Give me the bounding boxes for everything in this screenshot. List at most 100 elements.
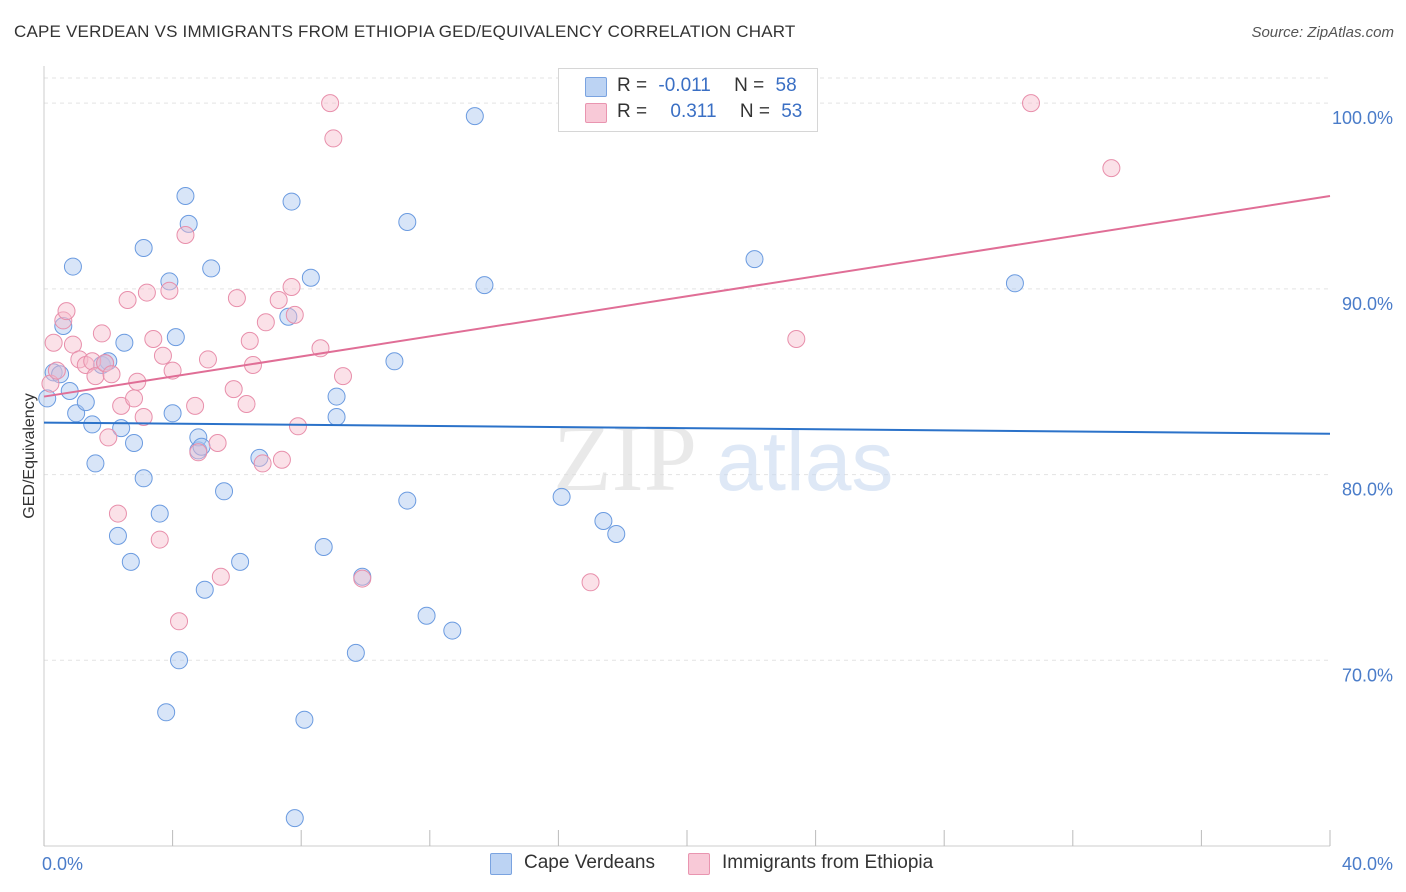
point-ethiopia	[288, 417, 307, 436]
point-cape-verdean	[150, 504, 169, 523]
point-cape-verdean	[327, 387, 346, 406]
data-points	[38, 94, 1121, 828]
point-cape-verdean	[475, 276, 494, 295]
point-cape-verdean	[398, 213, 417, 231]
point-ethiopia	[102, 365, 121, 384]
point-ethiopia	[333, 367, 352, 386]
point-cape-verdean	[108, 526, 127, 545]
point-cape-verdean	[134, 239, 153, 257]
point-ethiopia	[47, 361, 66, 380]
point-ethiopia	[170, 612, 189, 631]
point-cape-verdean	[163, 404, 182, 423]
point-cape-verdean	[83, 415, 102, 434]
point-cape-verdean	[115, 333, 134, 352]
point-ethiopia	[163, 361, 182, 380]
point-cape-verdean	[125, 434, 144, 452]
point-ethiopia	[787, 330, 806, 348]
point-cape-verdean	[195, 580, 214, 599]
point-cape-verdean	[189, 428, 208, 447]
bottom-legend-swatch-blue	[490, 853, 512, 875]
y-tick-label: 70.0%	[1342, 665, 1393, 685]
point-ethiopia	[63, 335, 82, 354]
point-ethiopia	[160, 281, 179, 300]
y-tick-label: 90.0%	[1342, 294, 1393, 314]
point-cape-verdean	[170, 651, 189, 670]
point-cape-verdean	[1005, 274, 1024, 293]
point-cape-verdean	[285, 809, 304, 828]
point-cape-verdean	[327, 408, 346, 426]
point-ethiopia	[324, 129, 343, 148]
point-ethiopia	[227, 289, 246, 308]
chart-title: CAPE VERDEAN VS IMMIGRANTS FROM ETHIOPIA…	[14, 22, 796, 41]
legend-n-value: 53	[781, 101, 803, 122]
gridlines	[44, 77, 1330, 661]
point-cape-verdean	[202, 259, 221, 278]
stats-legend: R = -0.011 N = 58 R = 0.311 N = 53	[558, 68, 818, 132]
point-cape-verdean	[295, 710, 314, 729]
point-cape-verdean	[231, 552, 250, 571]
point-cape-verdean	[86, 454, 105, 473]
point-cape-verdean	[157, 703, 176, 722]
point-ethiopia	[1102, 159, 1121, 178]
point-cape-verdean	[282, 192, 301, 211]
point-cape-verdean	[465, 107, 484, 126]
point-ethiopia	[125, 389, 144, 408]
point-cape-verdean	[215, 482, 234, 501]
legend-r-value: 0.311	[670, 101, 717, 122]
point-ethiopia	[176, 226, 195, 244]
point-ethiopia	[186, 396, 205, 415]
point-ethiopia	[211, 567, 230, 586]
point-ethiopia	[321, 94, 340, 113]
axis-labels: 100.0% 90.0% 80.0% 70.0% 0.0% 40.0% GED/Equiva…	[21, 108, 1393, 874]
point-cape-verdean	[44, 363, 63, 382]
point-ethiopia	[118, 291, 137, 309]
point-ethiopia	[1022, 94, 1041, 113]
bottom-legend-swatch-pink	[688, 853, 710, 875]
point-cape-verdean	[134, 469, 153, 488]
point-cape-verdean	[166, 328, 185, 347]
point-ethiopia	[137, 283, 156, 302]
point-cape-verdean	[76, 393, 95, 412]
point-cape-verdean	[54, 317, 73, 335]
point-ethiopia	[153, 346, 172, 365]
y-axis-label: GED/Equivalency	[21, 393, 38, 518]
point-ethiopia	[92, 324, 111, 343]
point-ethiopia	[134, 408, 153, 426]
point-cape-verdean	[301, 268, 320, 287]
bottom-legend-label: Cape Verdeans	[524, 852, 655, 873]
x-tick-label: 40.0%	[1342, 854, 1393, 874]
axes	[43, 66, 1331, 847]
point-ethiopia	[240, 331, 259, 350]
point-cape-verdean	[552, 487, 571, 506]
point-ethiopia	[353, 569, 372, 588]
point-ethiopia	[272, 450, 291, 469]
legend-r-label: R =	[617, 75, 648, 96]
trend-line-ethiopia	[43, 195, 1331, 398]
point-cape-verdean	[250, 448, 269, 467]
watermark-zip: ZIP	[553, 404, 697, 511]
point-ethiopia	[86, 367, 105, 386]
point-ethiopia	[150, 530, 169, 549]
point-ethiopia	[224, 380, 243, 399]
point-ethiopia	[208, 434, 227, 452]
point-ethiopia	[41, 374, 60, 393]
y-tick-label: 100.0%	[1332, 108, 1393, 128]
point-ethiopia	[269, 291, 288, 309]
legend-swatch-blue	[585, 77, 607, 97]
point-ethiopia	[256, 313, 275, 332]
point-cape-verdean	[607, 525, 626, 543]
point-cape-verdean	[63, 257, 82, 276]
legend-swatch-pink	[585, 103, 607, 123]
point-cape-verdean	[160, 272, 179, 291]
point-cape-verdean	[398, 491, 417, 510]
point-ethiopia	[144, 330, 163, 348]
point-cape-verdean	[745, 250, 764, 269]
point-cape-verdean	[443, 621, 462, 640]
point-cape-verdean	[121, 552, 140, 571]
legend-r-label: R =	[617, 101, 648, 122]
point-ethiopia	[57, 302, 76, 321]
point-cape-verdean	[179, 214, 198, 233]
point-cape-verdean	[279, 307, 298, 326]
point-cape-verdean	[176, 187, 195, 205]
